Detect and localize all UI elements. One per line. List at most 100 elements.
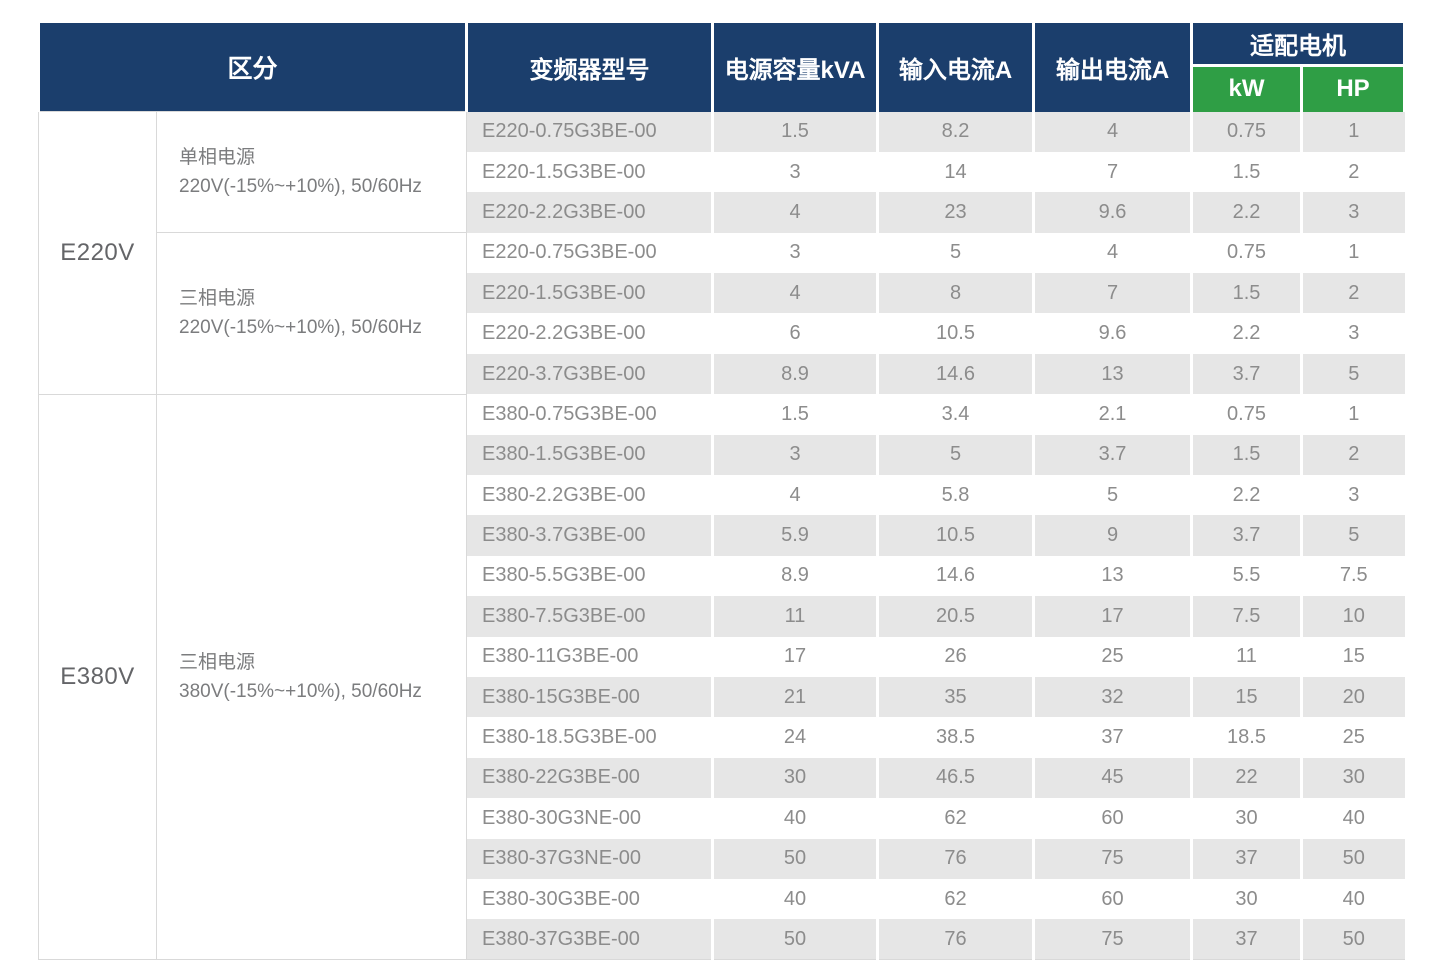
input-current-cell: 5: [876, 434, 1034, 476]
table-row: E220-1.5G3BE-00 4 8 7 1.5 2: [39, 273, 1405, 314]
table-header: 区分 变频器型号 电源容量kVA 输入电流A 输出电流A 适配电机 kW HP: [36, 20, 1407, 112]
input-current-cell: 46.5: [876, 757, 1034, 799]
table-row: E380V 三相电源 380V(-15%~+10%), 50/60Hz E380-0.…: [38, 393, 1405, 961]
table-row: E380-11G3BE-00 17 26 25 11 15: [39, 636, 1405, 677]
table-row: E220-1.5G3BE-00 3 14 7 1.5 2: [39, 151, 1405, 193]
capacity-kva-cell: 4: [711, 475, 878, 516]
voltage-group-label: E380V: [38, 393, 157, 961]
page: 区分 变频器型号 电源容量kVA 输入电流A 输出电流A 适配电机 kW HP …: [36, 20, 1407, 961]
model-cell: E380-7.5G3BE-00: [466, 596, 713, 637]
output-current-cell: 17: [1032, 596, 1192, 637]
power-source-spec: 380V(-15%~+10%), 50/60Hz: [179, 680, 422, 702]
output-current-cell: 13: [1032, 555, 1192, 597]
capacity-kva-cell: 50: [711, 838, 878, 879]
header-adapted-motor: 适配电机: [1190, 20, 1407, 66]
input-current-cell: 38.5: [876, 717, 1034, 758]
input-current-cell: 8.2: [876, 111, 1034, 152]
table-row: E380-22G3BE-00 30 46.5 45 22 30: [39, 757, 1405, 799]
capacity-kva-cell: 6: [711, 313, 878, 354]
motor-hp-cell: 3: [1300, 475, 1405, 516]
motor-hp-cell: 50: [1300, 919, 1405, 960]
motor-hp-cell: 7.5: [1300, 555, 1405, 597]
motor-kw-cell: 30: [1190, 798, 1302, 839]
input-current-cell: 3.4: [876, 394, 1034, 435]
capacity-kva-cell: 3: [711, 151, 878, 193]
motor-hp-cell: 40: [1300, 878, 1405, 920]
model-cell: E220-1.5G3BE-00: [466, 151, 713, 193]
capacity-kva-cell: 3: [711, 434, 878, 476]
input-current-cell: 14.6: [876, 353, 1034, 395]
header-capacity-kva: 电源容量kVA: [711, 20, 880, 112]
table-row: E220-2.2G3BE-00 4 23 9.6 2.2 3: [39, 192, 1405, 233]
model-cell: E380-11G3BE-00: [466, 636, 713, 677]
capacity-kva-cell: 40: [711, 878, 878, 920]
input-current-cell: 8: [876, 273, 1034, 314]
motor-kw-cell: 11: [1190, 636, 1302, 677]
table-row: E380-1.5G3BE-00 3 5 3.7 1.5 2: [39, 434, 1405, 476]
header-input-current: 输入电流A: [876, 20, 1036, 112]
header-motor-kw: kW: [1190, 64, 1304, 112]
input-current-cell: 35: [876, 676, 1034, 718]
output-current-cell: 60: [1032, 798, 1192, 839]
header-row-1: 区分 变频器型号 电源容量kVA 输入电流A 输出电流A 适配电机: [36, 20, 1407, 112]
motor-kw-cell: 5.5: [1190, 555, 1302, 597]
table-row: E220-2.2G3BE-00 6 10.5 9.6 2.2 3: [39, 313, 1405, 354]
model-cell: E380-18.5G3BE-00: [466, 717, 713, 758]
capacity-kva-cell: 30: [711, 757, 878, 799]
model-cell: E380-5.5G3BE-00: [466, 555, 713, 597]
input-current-cell: 10.5: [876, 313, 1034, 354]
header-category: 区分: [36, 20, 469, 112]
motor-hp-cell: 5: [1300, 515, 1405, 556]
capacity-kva-cell: 1.5: [711, 111, 878, 152]
model-cell: E380-1.5G3BE-00: [466, 434, 713, 476]
input-current-cell: 62: [876, 878, 1034, 920]
table-row: E380-18.5G3BE-00 24 38.5 37 18.5 25: [39, 717, 1405, 758]
capacity-kva-cell: 50: [711, 919, 878, 960]
motor-hp-cell: 2: [1300, 434, 1405, 476]
table-row: E220V 单相电源 220V(-15%~+10%), 50/60Hz E220-0.…: [38, 110, 1405, 395]
output-current-cell: 9: [1032, 515, 1192, 556]
table-row: E380-15G3BE-00 21 35 32 15 20: [39, 676, 1405, 718]
output-current-cell: 32: [1032, 676, 1192, 718]
model-cell: E380-37G3BE-00: [466, 919, 713, 960]
input-current-cell: 5.8: [876, 475, 1034, 516]
motor-kw-cell: 15: [1190, 676, 1302, 718]
input-current-cell: 20.5: [876, 596, 1034, 637]
table-row: E380-37G3BE-00 50 76 75 37 50: [39, 919, 1405, 960]
input-current-cell: 5: [876, 232, 1034, 274]
capacity-kva-cell: 1.5: [711, 394, 878, 435]
motor-kw-cell: 18.5: [1190, 717, 1302, 758]
motor-kw-cell: 2.2: [1190, 313, 1302, 354]
output-current-cell: 60: [1032, 878, 1192, 920]
output-current-cell: 3.7: [1032, 434, 1192, 476]
capacity-kva-cell: 3: [711, 232, 878, 274]
model-cell: E380-15G3BE-00: [466, 676, 713, 718]
model-cell: E380-37G3NE-00: [466, 838, 713, 879]
model-cell: E380-0.75G3BE-00: [466, 394, 713, 435]
motor-hp-cell: 15: [1300, 636, 1405, 677]
header-row-2: kW HP: [39, 64, 1407, 112]
input-current-cell: 14.6: [876, 555, 1034, 597]
model-cell: E220-1.5G3BE-00: [466, 273, 713, 314]
motor-kw-cell: 3.7: [1190, 515, 1302, 556]
motor-kw-cell: 37: [1190, 919, 1302, 960]
motor-hp-cell: 2: [1300, 151, 1405, 193]
header-output-current: 输出电流A: [1032, 20, 1194, 112]
capacity-kva-cell: 11: [711, 596, 878, 637]
table-row: E380-30G3BE-00 40 62 60 30 40: [39, 878, 1405, 920]
capacity-kva-cell: 4: [711, 192, 878, 233]
table-row: E380-37G3NE-00 50 76 75 37 50: [39, 838, 1405, 879]
power-source-cell: 三相电源 380V(-15%~+10%), 50/60Hz: [155, 393, 468, 961]
capacity-kva-cell: 40: [711, 798, 878, 839]
motor-hp-cell: 2: [1300, 273, 1405, 314]
motor-kw-cell: 7.5: [1190, 596, 1302, 637]
motor-hp-cell: 10: [1300, 596, 1405, 637]
table-body: E220V 单相电源 220V(-15%~+10%), 50/60Hz E220-0.…: [38, 110, 1405, 961]
motor-kw-cell: 3.7: [1190, 353, 1302, 395]
output-current-cell: 4: [1032, 232, 1192, 274]
output-current-cell: 5: [1032, 475, 1192, 516]
input-current-cell: 76: [876, 919, 1034, 960]
motor-kw-cell: 2.2: [1190, 192, 1302, 233]
table-row: E380-3.7G3BE-00 5.9 10.5 9 3.7 5: [39, 515, 1405, 556]
header-model: 变频器型号: [465, 20, 715, 112]
